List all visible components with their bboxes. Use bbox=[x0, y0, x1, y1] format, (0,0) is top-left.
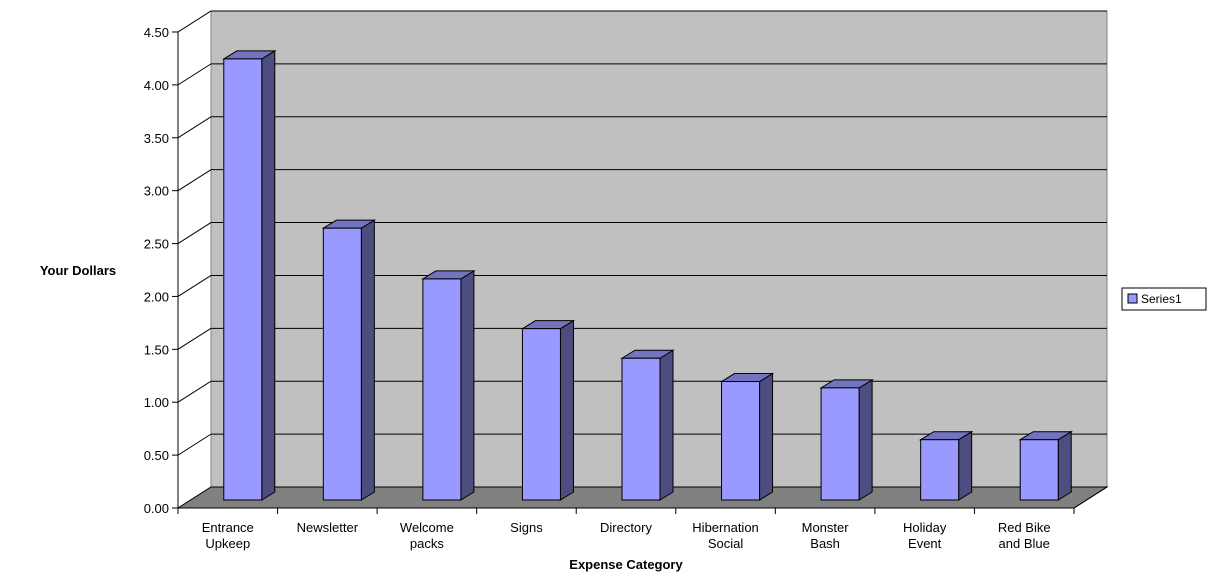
bar-front bbox=[920, 439, 960, 501]
y-tick-label: 2.50 bbox=[144, 237, 169, 252]
gridline-side bbox=[177, 116, 212, 139]
x-tick-label: Red Bike bbox=[998, 520, 1051, 535]
legend-box bbox=[1121, 287, 1207, 311]
bar-side bbox=[261, 50, 276, 501]
gridline-side bbox=[177, 10, 212, 33]
bar-front bbox=[621, 357, 661, 501]
x-axis-title: Expense Category bbox=[569, 557, 683, 572]
bar-front bbox=[721, 381, 761, 501]
y-tick-label: 3.50 bbox=[144, 131, 169, 146]
x-tick-label: Social bbox=[708, 536, 744, 551]
bar bbox=[918, 430, 974, 501]
bar bbox=[222, 50, 277, 501]
bar-front bbox=[820, 387, 860, 501]
y-tick-label: 0.50 bbox=[144, 448, 169, 463]
y-tick-label: 4.50 bbox=[144, 25, 169, 40]
side-wall bbox=[177, 10, 212, 509]
gridline-side bbox=[177, 169, 212, 192]
gridline-side bbox=[177, 63, 212, 86]
legend-label: Series1 bbox=[1141, 292, 1182, 306]
y-tick-label: 3.00 bbox=[144, 184, 169, 199]
bar bbox=[819, 378, 874, 501]
y-tick-label: 4.00 bbox=[144, 78, 169, 93]
bar bbox=[421, 270, 476, 501]
y-tick-label: 1.00 bbox=[144, 395, 169, 410]
bar-side bbox=[858, 378, 873, 501]
gridline-side bbox=[177, 433, 212, 456]
bar-front bbox=[1019, 439, 1059, 501]
bar-front bbox=[223, 58, 263, 501]
bar bbox=[719, 372, 775, 501]
x-tick-label: Holiday bbox=[903, 520, 947, 535]
gridline-side bbox=[177, 275, 212, 297]
bar bbox=[321, 219, 377, 501]
labels: 0.00 0.50 1.00 1.50 2.00 2.50 3.00 3.50 4.00 4.50… bbox=[144, 25, 1051, 551]
gridline-side bbox=[177, 380, 212, 403]
x-tick-label: Monster bbox=[802, 520, 850, 535]
x-tick-label: Welcome bbox=[400, 520, 454, 535]
x-tick-label: Signs bbox=[510, 520, 543, 535]
x-tick-label: Bash bbox=[810, 536, 840, 551]
y-tick-label: 1.50 bbox=[144, 342, 169, 357]
x-tick-label: packs bbox=[410, 536, 444, 551]
bar-side bbox=[1057, 430, 1072, 501]
y-axis-title: Your Dollars bbox=[40, 263, 116, 278]
x-tick-label: Upkeep bbox=[205, 536, 250, 551]
bar-front bbox=[422, 278, 462, 501]
bar bbox=[520, 319, 576, 501]
bar bbox=[1018, 430, 1073, 501]
x-tick-label: Event bbox=[908, 536, 942, 551]
bar-side bbox=[360, 219, 375, 501]
gridline-side bbox=[177, 327, 212, 350]
y-tick-label: 2.00 bbox=[144, 289, 169, 304]
y-tick-label: 0.00 bbox=[144, 501, 169, 516]
x-tick-label: Directory bbox=[600, 520, 653, 535]
bar-side bbox=[659, 349, 674, 501]
gridline-side bbox=[177, 222, 212, 244]
x-tick-label: Entrance bbox=[202, 520, 254, 535]
axes bbox=[172, 31, 1108, 514]
x-tick-label: and Blue bbox=[999, 536, 1050, 551]
bar-front bbox=[521, 328, 561, 501]
bar-front bbox=[322, 227, 362, 501]
bar-side bbox=[460, 270, 475, 501]
x-tick-label: Newsletter bbox=[297, 520, 359, 535]
legend-swatch bbox=[1127, 293, 1138, 304]
x-tick-label: Hibernation bbox=[692, 520, 759, 535]
bar-side bbox=[958, 430, 973, 501]
bar bbox=[620, 349, 675, 501]
bar-side bbox=[759, 372, 774, 501]
bar-side bbox=[559, 319, 574, 501]
bars bbox=[222, 50, 1073, 501]
legend: Series1 bbox=[1121, 287, 1207, 311]
floor-edge bbox=[1073, 486, 1108, 509]
